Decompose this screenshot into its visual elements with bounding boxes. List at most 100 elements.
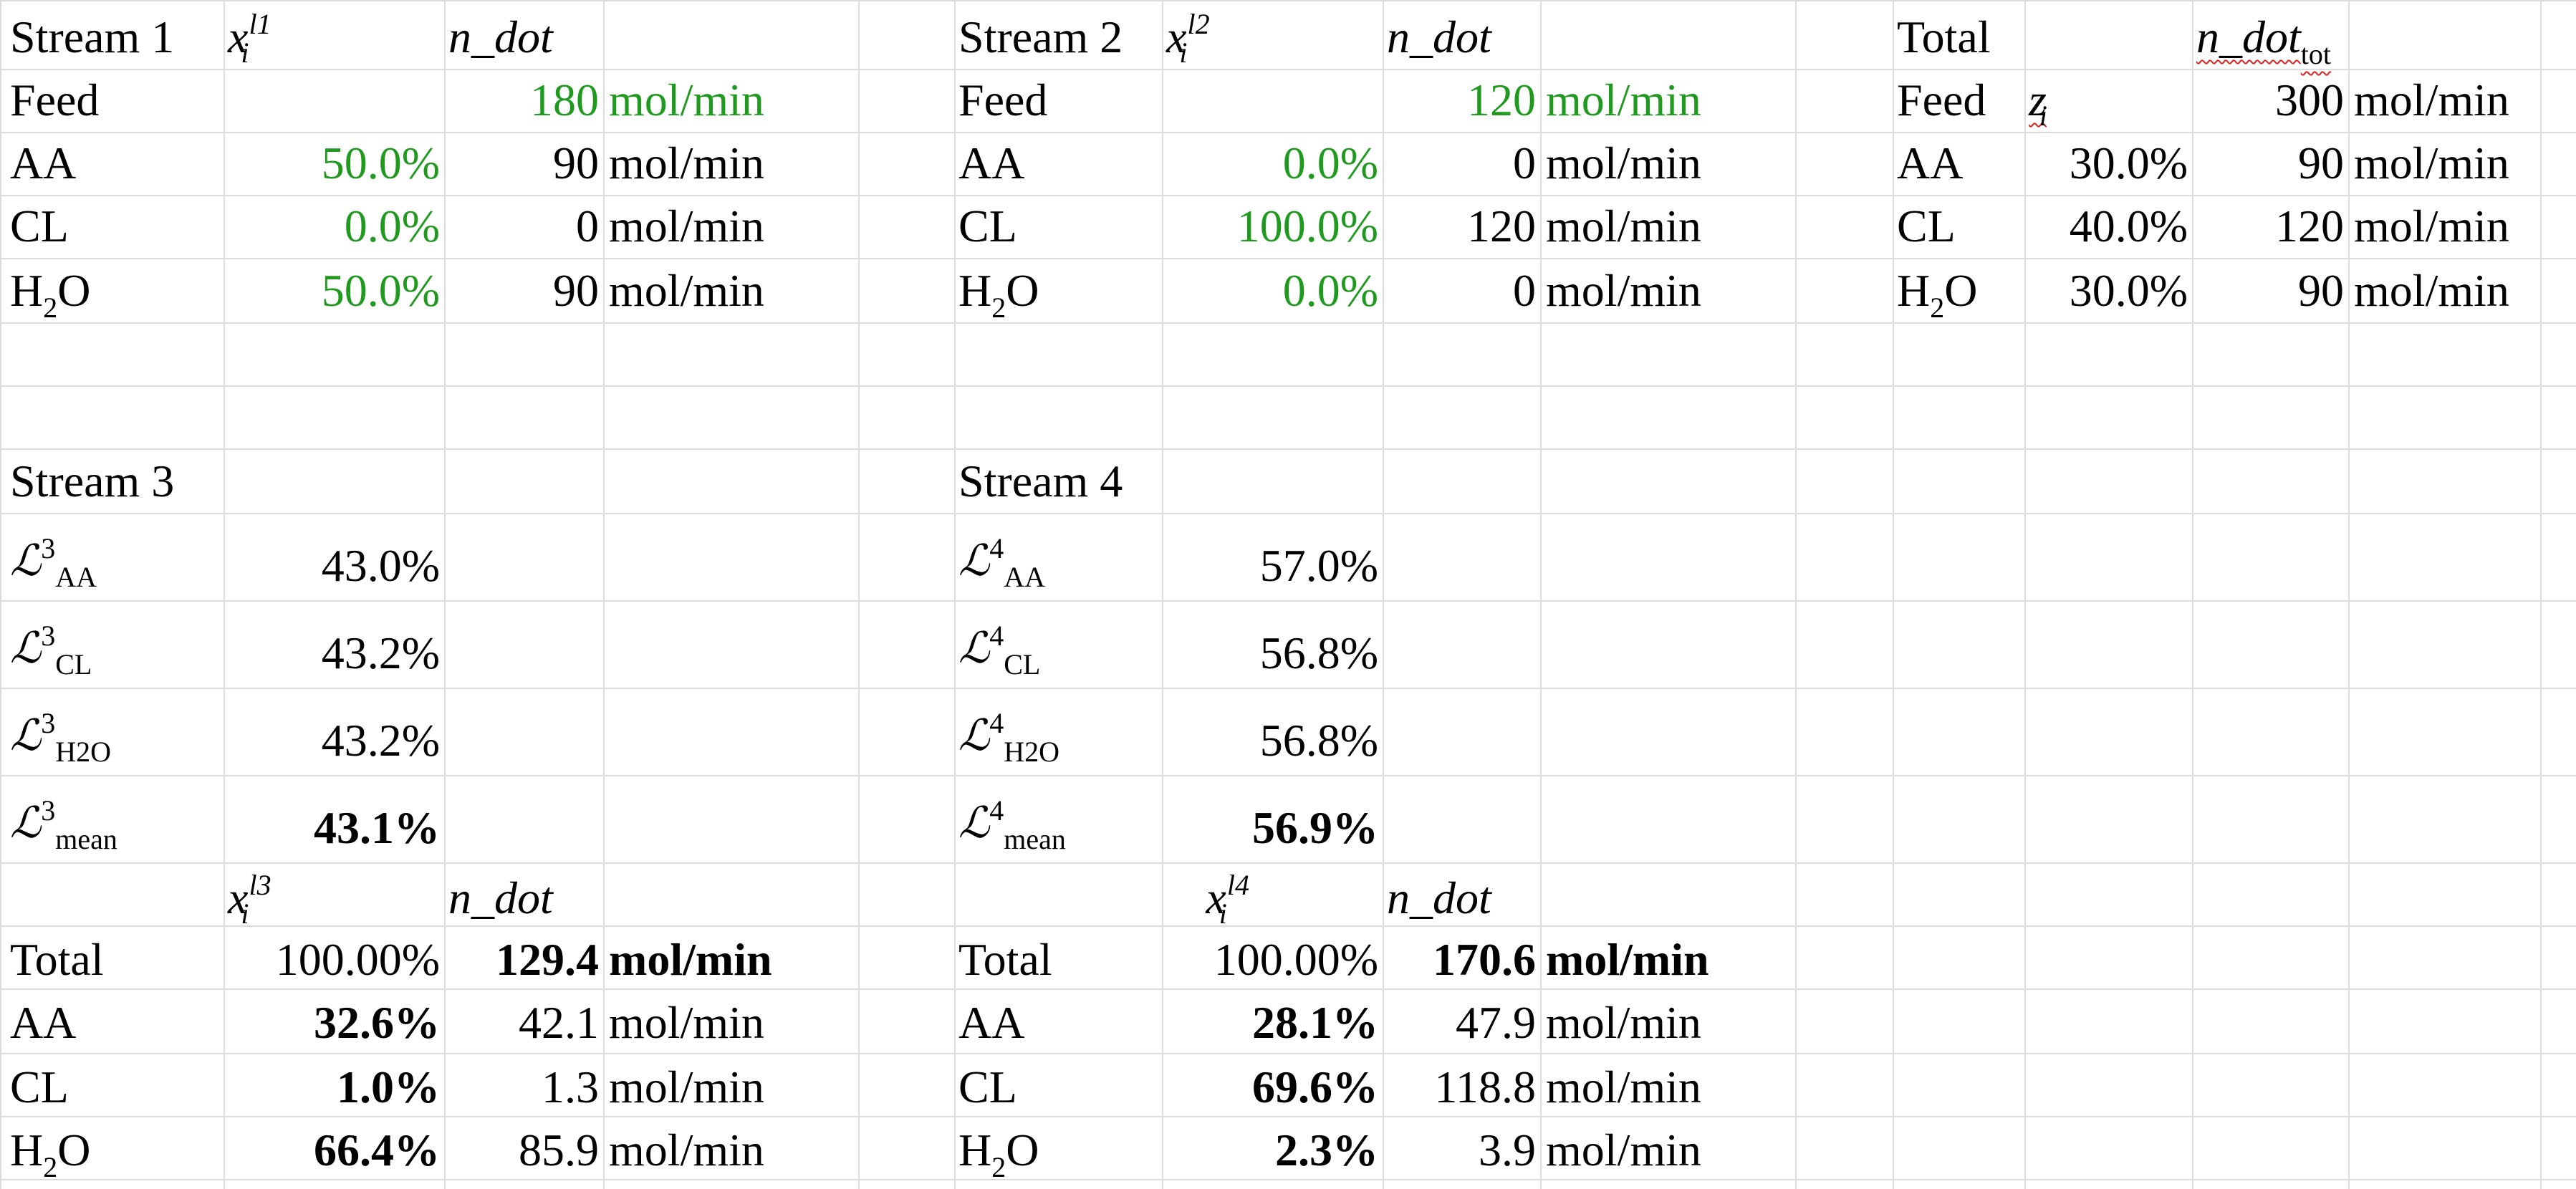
stream3-row-cl-value[interactable]: 1.3 <box>542 1062 599 1112</box>
stream2-row-cl-frac[interactable]: 100.0% <box>1236 201 1378 251</box>
stream2-feed-value[interactable]: 120 <box>1467 74 1536 125</box>
total-row-cl-value[interactable]: 120 <box>2275 201 2344 251</box>
stream3-row-h2o-frac[interactable]: 66.4% <box>314 1125 440 1175</box>
stream4-recovery-mean-value[interactable]: 56.9% <box>1252 802 1378 853</box>
stream1-row-h2o-frac[interactable]: 50.0% <box>321 265 440 316</box>
total-feed-unit[interactable]: mol/min <box>2354 74 2509 125</box>
stream4-total-label[interactable]: Total <box>958 934 1052 985</box>
stream3-recovery-cl-value[interactable]: 43.2% <box>321 627 440 678</box>
total-z-header[interactable]: zi <box>2029 77 2047 130</box>
stream3-total-unit[interactable]: mol/min <box>609 934 772 985</box>
stream4-recovery-cl-value[interactable]: 56.8% <box>1259 627 1378 678</box>
stream1-row-cl-frac[interactable]: 0.0% <box>344 201 440 251</box>
total-row-cl-label[interactable]: CL <box>1897 201 1956 251</box>
stream4-row-cl-frac[interactable]: 69.6% <box>1252 1062 1378 1112</box>
stream2-row-h2o-frac[interactable]: 0.0% <box>1282 265 1378 316</box>
stream3-recovery-cl-label[interactable]: ℒ3CL <box>10 622 92 679</box>
stream4-ndot-header[interactable]: n_dot <box>1387 872 1491 923</box>
stream3-total-frac[interactable]: 100.00% <box>275 934 440 985</box>
stream1-row-cl-value[interactable]: 0 <box>576 201 599 251</box>
total-ndot-header[interactable]: n_dottot <box>2196 14 2331 69</box>
stream3-title[interactable]: Stream 3 <box>10 456 175 506</box>
stream4-row-aa-value[interactable]: 47.9 <box>1456 997 1536 1048</box>
stream1-feed-unit[interactable]: mol/min <box>609 74 764 125</box>
total-row-cl-unit[interactable]: mol/min <box>2354 201 2509 251</box>
stream3-recovery-h2o-label[interactable]: ℒ3H2O <box>10 709 111 766</box>
stream4-total-frac[interactable]: 100.00% <box>1213 934 1378 985</box>
stream4-row-cl-label[interactable]: CL <box>958 1062 1017 1112</box>
total-title[interactable]: Total <box>1897 11 1991 62</box>
stream1-row-h2o-value[interactable]: 90 <box>553 265 599 316</box>
stream4-row-h2o-unit[interactable]: mol/min <box>1546 1125 1701 1175</box>
stream1-row-h2o-unit[interactable]: mol/min <box>609 265 764 316</box>
stream1-ndot-header[interactable]: n_dot <box>448 11 553 62</box>
stream2-row-h2o-unit[interactable]: mol/min <box>1546 265 1701 316</box>
total-row-aa-unit[interactable]: mol/min <box>2354 138 2509 188</box>
stream3-recovery-mean-value[interactable]: 43.1% <box>314 802 440 853</box>
stream1-row-aa-unit[interactable]: mol/min <box>609 138 764 188</box>
stream3-row-h2o-value[interactable]: 85.9 <box>519 1125 599 1175</box>
stream2-row-cl-label[interactable]: CL <box>958 201 1017 251</box>
stream4-recovery-h2o-label[interactable]: ℒ4H2O <box>958 709 1059 766</box>
stream4-total-value[interactable]: 170.6 <box>1433 934 1536 985</box>
total-row-h2o-frac[interactable]: 30.0% <box>2069 265 2188 316</box>
stream3-total-label[interactable]: Total <box>10 934 104 985</box>
stream2-row-aa-value[interactable]: 0 <box>1513 138 1536 188</box>
stream4-recovery-mean-label[interactable]: ℒ4mean <box>958 796 1066 854</box>
stream3-recovery-aa-value[interactable]: 43.0% <box>321 540 440 591</box>
stream3-row-aa-label[interactable]: AA <box>10 997 77 1048</box>
stream2-row-cl-value[interactable]: 120 <box>1467 201 1536 251</box>
stream3-row-aa-frac[interactable]: 32.6% <box>314 997 440 1048</box>
stream3-row-cl-unit[interactable]: mol/min <box>609 1062 764 1112</box>
stream4-recovery-cl-label[interactable]: ℒ4CL <box>958 622 1040 679</box>
stream4-recovery-aa-value[interactable]: 57.0% <box>1259 540 1378 591</box>
stream1-title[interactable]: Stream 1 <box>10 11 175 62</box>
stream1-row-aa-frac[interactable]: 50.0% <box>321 138 440 188</box>
stream4-row-cl-unit[interactable]: mol/min <box>1546 1062 1701 1112</box>
stream2-row-aa-frac[interactable]: 0.0% <box>1282 138 1378 188</box>
stream3-row-cl-label[interactable]: CL <box>10 1062 69 1112</box>
stream1-feed-value[interactable]: 180 <box>530 74 599 125</box>
stream2-ndot-header[interactable]: n_dot <box>1387 11 1491 62</box>
stream2-feed-unit[interactable]: mol/min <box>1546 74 1701 125</box>
stream2-row-h2o-label[interactable]: H2O <box>958 268 1039 322</box>
stream1-feed-label[interactable]: Feed <box>10 74 100 125</box>
stream1-x-header[interactable]: xil1 <box>228 10 271 67</box>
stream4-row-cl-value[interactable]: 118.8 <box>1434 1062 1536 1112</box>
stream4-row-aa-unit[interactable]: mol/min <box>1546 997 1701 1048</box>
stream4-row-h2o-frac[interactable]: 2.3% <box>1275 1125 1378 1175</box>
stream3-row-aa-unit[interactable]: mol/min <box>609 997 764 1048</box>
stream3-row-aa-value[interactable]: 42.1 <box>519 997 599 1048</box>
stream3-recovery-aa-label[interactable]: ℒ3AA <box>10 534 97 592</box>
total-row-aa-label[interactable]: AA <box>1897 138 1964 188</box>
stream2-row-aa-unit[interactable]: mol/min <box>1546 138 1701 188</box>
total-row-h2o-label[interactable]: H2O <box>1897 268 1977 322</box>
stream1-row-cl-label[interactable]: CL <box>10 201 69 251</box>
stream2-x-header[interactable]: xil2 <box>1166 10 1210 67</box>
stream2-row-aa-label[interactable]: AA <box>958 138 1025 188</box>
stream4-total-unit[interactable]: mol/min <box>1546 934 1709 985</box>
stream4-row-h2o-label[interactable]: H2O <box>958 1127 1039 1182</box>
stream2-title[interactable]: Stream 2 <box>958 11 1123 62</box>
stream3-ndot-header[interactable]: n_dot <box>448 872 553 923</box>
stream1-row-aa-value[interactable]: 90 <box>553 138 599 188</box>
stream4-title[interactable]: Stream 4 <box>958 456 1123 506</box>
stream1-row-cl-unit[interactable]: mol/min <box>609 201 764 251</box>
stream4-row-aa-frac[interactable]: 28.1% <box>1252 997 1378 1048</box>
stream1-row-aa-label[interactable]: AA <box>10 138 77 188</box>
stream3-recovery-h2o-value[interactable]: 43.2% <box>321 715 440 766</box>
stream2-feed-label[interactable]: Feed <box>958 74 1048 125</box>
stream3-x-header[interactable]: xil3 <box>228 871 271 928</box>
stream2-row-cl-unit[interactable]: mol/min <box>1546 201 1701 251</box>
total-feed-label[interactable]: Feed <box>1897 74 1986 125</box>
total-row-aa-frac[interactable]: 30.0% <box>2069 138 2188 188</box>
total-feed-value[interactable]: 300 <box>2275 74 2344 125</box>
stream3-row-h2o-label[interactable]: H2O <box>10 1127 90 1182</box>
total-row-cl-frac[interactable]: 40.0% <box>2069 201 2188 251</box>
stream4-recovery-h2o-value[interactable]: 56.8% <box>1259 715 1378 766</box>
stream4-x-header[interactable]: xil4 <box>1166 871 1378 928</box>
total-row-aa-value[interactable]: 90 <box>2298 138 2344 188</box>
stream3-row-cl-frac[interactable]: 1.0% <box>337 1062 440 1112</box>
stream4-recovery-aa-label[interactable]: ℒ4AA <box>958 534 1045 592</box>
